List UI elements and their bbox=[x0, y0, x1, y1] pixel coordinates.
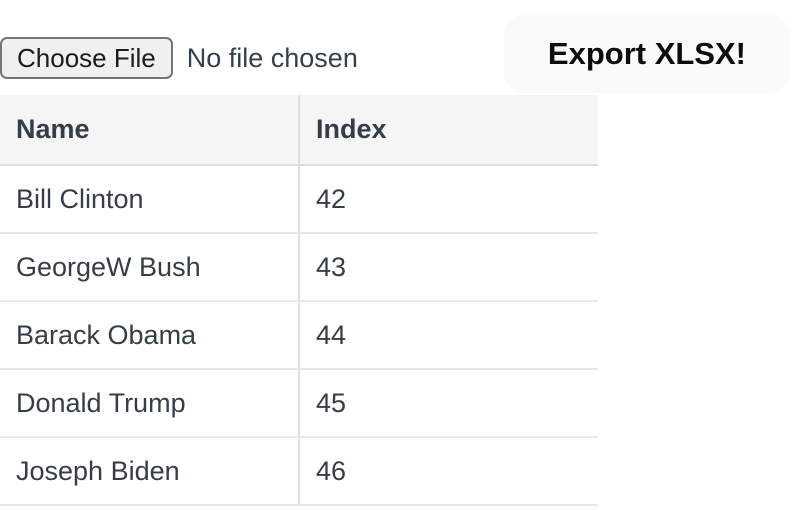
presidents-table: Name Index Bill Clinton 42 GeorgeW Bush … bbox=[0, 95, 598, 506]
cell-index: 42 bbox=[298, 165, 598, 234]
cell-name: Joseph Biden bbox=[0, 437, 299, 506]
file-status-text: No file chosen bbox=[186, 42, 358, 73]
table-row: GeorgeW Bush 43 bbox=[0, 233, 598, 302]
cell-index: 46 bbox=[298, 437, 598, 506]
column-header-name: Name bbox=[0, 95, 299, 166]
cell-index: 44 bbox=[298, 301, 598, 370]
table-row: Bill Clinton 42 bbox=[0, 165, 598, 234]
cell-name: Barack Obama bbox=[0, 301, 299, 370]
cell-index: 43 bbox=[298, 233, 598, 302]
cell-index: 45 bbox=[298, 369, 598, 438]
table-row: Joseph Biden 46 bbox=[0, 437, 598, 506]
choose-file-button[interactable]: Choose File bbox=[0, 37, 173, 79]
cell-name: Bill Clinton bbox=[0, 165, 299, 234]
column-header-index: Index bbox=[298, 95, 598, 166]
table-header-row: Name Index bbox=[0, 95, 598, 166]
table-row: Donald Trump 45 bbox=[0, 369, 598, 438]
cell-name: GeorgeW Bush bbox=[0, 233, 299, 302]
export-xlsx-button[interactable]: Export XLSX! bbox=[503, 15, 790, 93]
file-input[interactable]: Choose File No file chosen bbox=[0, 37, 358, 79]
table-row: Barack Obama 44 bbox=[0, 301, 598, 370]
cell-name: Donald Trump bbox=[0, 369, 299, 438]
